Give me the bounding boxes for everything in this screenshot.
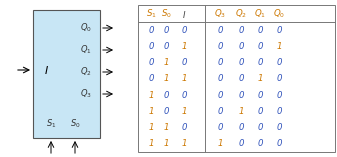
Text: 0: 0: [217, 107, 223, 116]
Text: 0: 0: [276, 91, 282, 100]
Text: 0: 0: [238, 26, 244, 35]
Text: 0: 0: [276, 58, 282, 67]
Text: 0: 0: [148, 58, 154, 67]
Text: $I$: $I$: [43, 64, 49, 76]
Text: 0: 0: [238, 123, 244, 132]
Text: 0: 0: [217, 74, 223, 83]
Text: 1: 1: [257, 74, 263, 83]
Text: 1: 1: [163, 139, 169, 148]
Text: 0: 0: [238, 58, 244, 67]
Text: 0: 0: [181, 123, 187, 132]
Text: 0: 0: [238, 74, 244, 83]
Text: 0: 0: [148, 26, 154, 35]
Text: 0: 0: [276, 107, 282, 116]
Text: $S_0$: $S_0$: [70, 118, 80, 130]
Text: 0: 0: [148, 74, 154, 83]
Text: 0: 0: [181, 91, 187, 100]
Text: $I$: $I$: [182, 8, 186, 19]
Text: 0: 0: [181, 26, 187, 35]
Text: 0: 0: [148, 42, 154, 51]
Text: $Q_2$: $Q_2$: [80, 66, 92, 78]
Text: 0: 0: [238, 42, 244, 51]
Text: $S_1$: $S_1$: [146, 8, 156, 20]
Text: $Q_0$: $Q_0$: [80, 22, 92, 34]
Text: 1: 1: [148, 91, 154, 100]
Text: 1: 1: [181, 139, 187, 148]
Text: 0: 0: [257, 91, 263, 100]
Text: 0: 0: [217, 91, 223, 100]
Text: $Q_3$: $Q_3$: [214, 8, 226, 20]
Text: 1: 1: [163, 123, 169, 132]
Text: 1: 1: [217, 139, 223, 148]
Text: 0: 0: [217, 123, 223, 132]
Text: 0: 0: [163, 26, 169, 35]
Text: $Q_1$: $Q_1$: [80, 44, 92, 56]
Text: 0: 0: [217, 42, 223, 51]
Text: 0: 0: [257, 58, 263, 67]
Text: 0: 0: [276, 123, 282, 132]
Text: 1: 1: [238, 107, 244, 116]
Text: 0: 0: [257, 123, 263, 132]
Text: 0: 0: [238, 139, 244, 148]
Text: 1: 1: [148, 107, 154, 116]
Text: 0: 0: [257, 26, 263, 35]
Bar: [138, 5, 335, 152]
Text: $Q_3$: $Q_3$: [80, 88, 92, 100]
Text: 1: 1: [163, 74, 169, 83]
Text: 0: 0: [163, 107, 169, 116]
Text: 1: 1: [148, 123, 154, 132]
Text: 0: 0: [257, 107, 263, 116]
Text: $S_0$: $S_0$: [160, 8, 172, 20]
Text: $Q_0$: $Q_0$: [273, 8, 285, 20]
Text: 0: 0: [217, 26, 223, 35]
Text: 1: 1: [181, 74, 187, 83]
Text: $Q_1$: $Q_1$: [254, 8, 266, 20]
Bar: [33, 10, 100, 138]
Text: 0: 0: [217, 58, 223, 67]
Text: 0: 0: [163, 42, 169, 51]
Text: 0: 0: [181, 58, 187, 67]
Text: 0: 0: [257, 139, 263, 148]
Text: 1: 1: [181, 107, 187, 116]
Text: $Q_2$: $Q_2$: [235, 8, 247, 20]
Text: 0: 0: [276, 26, 282, 35]
Text: 0: 0: [276, 74, 282, 83]
Text: 0: 0: [163, 91, 169, 100]
Text: 1: 1: [276, 42, 282, 51]
Text: 0: 0: [257, 42, 263, 51]
Text: $S_1$: $S_1$: [46, 118, 56, 130]
Text: 0: 0: [238, 91, 244, 100]
Text: 1: 1: [181, 42, 187, 51]
Text: 1: 1: [163, 58, 169, 67]
Text: 1: 1: [148, 139, 154, 148]
Text: 0: 0: [276, 139, 282, 148]
